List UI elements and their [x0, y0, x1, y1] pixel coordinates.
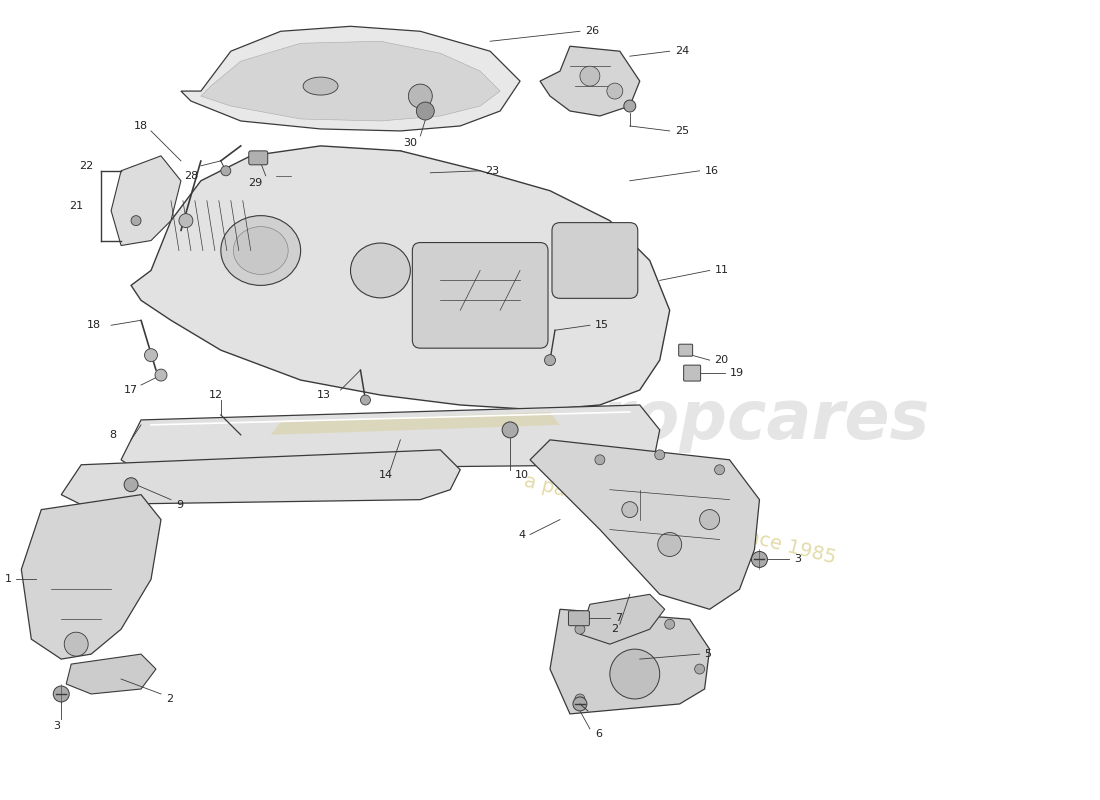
Circle shape: [658, 533, 682, 557]
Polygon shape: [62, 450, 460, 505]
FancyBboxPatch shape: [249, 151, 267, 165]
Circle shape: [53, 686, 69, 702]
Circle shape: [221, 166, 231, 176]
Circle shape: [621, 502, 638, 518]
Text: 30: 30: [404, 138, 417, 148]
Polygon shape: [201, 42, 500, 121]
Circle shape: [607, 83, 623, 99]
Circle shape: [544, 354, 556, 366]
FancyBboxPatch shape: [684, 365, 701, 381]
Circle shape: [131, 216, 141, 226]
Polygon shape: [111, 156, 180, 246]
Text: 28: 28: [184, 170, 198, 181]
Ellipse shape: [351, 243, 410, 298]
Text: 9: 9: [176, 500, 183, 510]
Text: 6: 6: [595, 729, 602, 739]
Text: 11: 11: [715, 266, 728, 275]
Text: 5: 5: [705, 649, 712, 659]
Circle shape: [124, 478, 138, 492]
Text: 19: 19: [729, 368, 744, 378]
Circle shape: [575, 694, 585, 704]
Text: 23: 23: [485, 166, 499, 176]
Ellipse shape: [221, 216, 300, 286]
Polygon shape: [341, 151, 440, 190]
Text: 12: 12: [209, 390, 223, 400]
Text: 14: 14: [378, 470, 393, 480]
Circle shape: [361, 395, 371, 405]
Text: 21: 21: [69, 201, 84, 210]
Circle shape: [624, 100, 636, 112]
Text: 20: 20: [715, 355, 728, 365]
Polygon shape: [180, 26, 520, 131]
Text: 16: 16: [705, 166, 718, 176]
Polygon shape: [540, 46, 640, 116]
Circle shape: [595, 455, 605, 465]
Circle shape: [654, 450, 664, 460]
Text: 2: 2: [166, 694, 173, 704]
Polygon shape: [550, 610, 710, 714]
Text: 4: 4: [518, 530, 525, 539]
Circle shape: [502, 422, 518, 438]
Ellipse shape: [304, 77, 338, 95]
Circle shape: [664, 619, 674, 630]
Text: 29: 29: [249, 178, 263, 188]
Polygon shape: [21, 494, 161, 659]
Circle shape: [694, 664, 705, 674]
Text: 3: 3: [794, 554, 802, 565]
Text: 24: 24: [674, 46, 689, 56]
FancyBboxPatch shape: [412, 242, 548, 348]
Circle shape: [575, 624, 585, 634]
Text: 7: 7: [615, 614, 622, 623]
Text: a passion for Porsche since 1985: a passion for Porsche since 1985: [521, 471, 837, 568]
Text: 25: 25: [674, 126, 689, 136]
Text: 18: 18: [134, 121, 148, 131]
Text: 10: 10: [515, 470, 529, 480]
Circle shape: [751, 551, 768, 567]
Text: 8: 8: [109, 430, 117, 440]
Circle shape: [715, 465, 725, 474]
Circle shape: [700, 510, 719, 530]
Text: 2: 2: [612, 624, 618, 634]
Circle shape: [573, 697, 587, 711]
Polygon shape: [121, 405, 660, 470]
Circle shape: [580, 66, 600, 86]
Polygon shape: [131, 146, 670, 410]
Text: 1: 1: [4, 574, 11, 584]
Circle shape: [416, 102, 434, 120]
Circle shape: [179, 214, 192, 228]
Polygon shape: [580, 594, 664, 644]
FancyBboxPatch shape: [552, 222, 638, 298]
FancyBboxPatch shape: [679, 344, 693, 356]
Circle shape: [609, 649, 660, 699]
Text: 22: 22: [79, 161, 94, 171]
Ellipse shape: [233, 226, 288, 274]
Circle shape: [155, 369, 167, 381]
Circle shape: [64, 632, 88, 656]
Text: 26: 26: [585, 26, 600, 36]
Text: europcares: europcares: [509, 387, 931, 453]
Polygon shape: [271, 412, 560, 435]
FancyBboxPatch shape: [569, 610, 590, 626]
Circle shape: [408, 84, 432, 108]
Text: 13: 13: [317, 390, 331, 400]
Circle shape: [144, 349, 157, 362]
Text: 18: 18: [87, 320, 101, 330]
Text: 3: 3: [53, 721, 59, 731]
Text: 15: 15: [595, 320, 609, 330]
Text: 17: 17: [124, 385, 139, 395]
Polygon shape: [530, 440, 759, 610]
Polygon shape: [66, 654, 156, 694]
